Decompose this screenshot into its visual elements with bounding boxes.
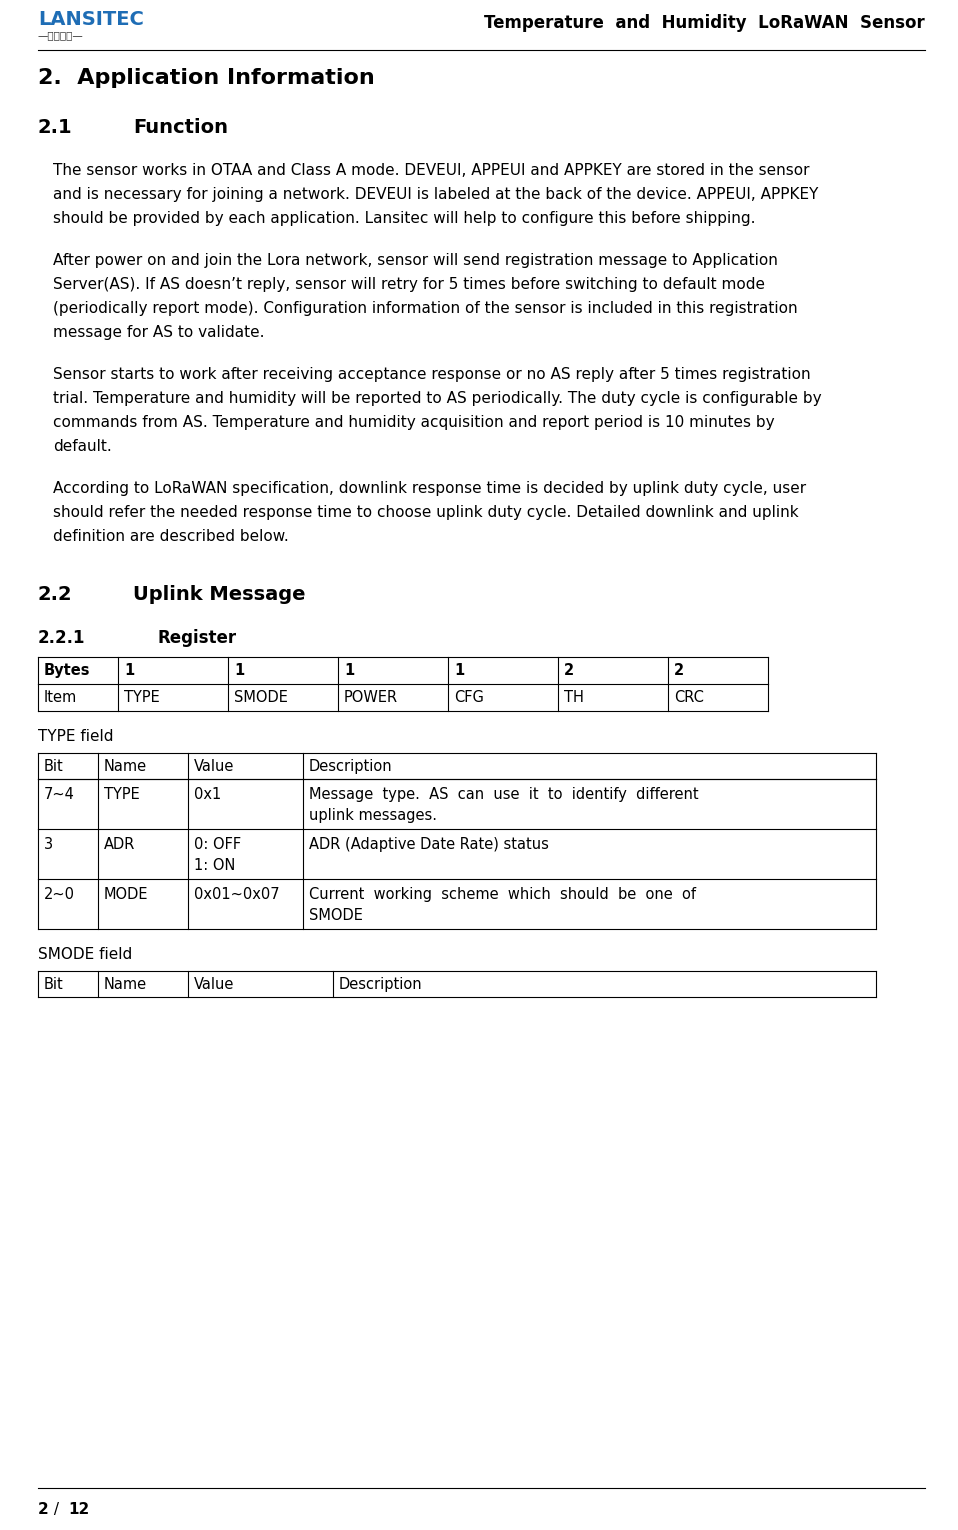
Text: Bytes: Bytes <box>44 662 90 678</box>
Text: Value: Value <box>194 759 235 774</box>
Text: SMODE: SMODE <box>234 690 287 705</box>
Text: Register: Register <box>158 629 238 647</box>
Text: 2.2: 2.2 <box>38 584 73 604</box>
Text: 7~4: 7~4 <box>44 786 75 802</box>
Text: 12: 12 <box>68 1502 89 1518</box>
Text: Server(AS). If AS doesn’t reply, sensor will retry for 5 times before switching : Server(AS). If AS doesn’t reply, sensor … <box>53 277 765 292</box>
Text: Value: Value <box>194 978 235 991</box>
Text: 2.  Application Information: 2. Application Information <box>38 67 375 89</box>
Text: Bit: Bit <box>44 759 64 774</box>
Text: 0: OFF: 0: OFF <box>194 837 241 852</box>
Text: 0x1: 0x1 <box>194 786 221 802</box>
Text: 1: 1 <box>454 662 465 678</box>
Text: 2.2.1: 2.2.1 <box>38 629 85 647</box>
Text: 1: 1 <box>234 662 244 678</box>
Text: Item: Item <box>44 690 78 705</box>
Text: (periodically report mode). Configuration information of the sensor is included : (periodically report mode). Configuratio… <box>53 301 798 317</box>
Text: 1: ON: 1: ON <box>194 858 236 874</box>
Text: Description: Description <box>309 759 393 774</box>
Text: ADR: ADR <box>104 837 135 852</box>
Text: —山崖科技—: —山崖科技— <box>38 31 83 40</box>
Text: 3: 3 <box>44 837 53 852</box>
Text: should be provided by each application. Lansitec will help to configure this bef: should be provided by each application. … <box>53 211 756 226</box>
Text: 2~0: 2~0 <box>44 887 75 903</box>
Text: default.: default. <box>53 439 112 454</box>
Text: POWER: POWER <box>344 690 399 705</box>
Text: commands from AS. Temperature and humidity acquisition and report period is 10 m: commands from AS. Temperature and humidi… <box>53 415 775 430</box>
Text: TYPE: TYPE <box>124 690 160 705</box>
Text: Message  type.  AS  can  use  it  to  identify  different: Message type. AS can use it to identify … <box>309 786 698 802</box>
Text: should refer the needed response time to choose uplink duty cycle. Detailed down: should refer the needed response time to… <box>53 505 799 520</box>
Text: message for AS to validate.: message for AS to validate. <box>53 324 264 340</box>
Text: uplink messages.: uplink messages. <box>309 808 437 823</box>
Text: 2: 2 <box>38 1502 49 1518</box>
Text: ADR (Adaptive Date Rate) status: ADR (Adaptive Date Rate) status <box>309 837 549 852</box>
Text: Current  working  scheme  which  should  be  one  of: Current working scheme which should be o… <box>309 887 696 903</box>
Text: 0x01~0x07: 0x01~0x07 <box>194 887 280 903</box>
Text: Name: Name <box>104 978 148 991</box>
Text: Temperature  and  Humidity  LoRaWAN  Sensor: Temperature and Humidity LoRaWAN Sensor <box>484 14 925 32</box>
Text: MODE: MODE <box>104 887 148 903</box>
Text: After power on and join the Lora network, sensor will send registration message : After power on and join the Lora network… <box>53 252 778 268</box>
Text: definition are described below.: definition are described below. <box>53 529 288 545</box>
Text: 1: 1 <box>124 662 134 678</box>
Text: trial. Temperature and humidity will be reported to AS periodically. The duty cy: trial. Temperature and humidity will be … <box>53 392 822 405</box>
Text: 2: 2 <box>564 662 574 678</box>
Text: SMODE: SMODE <box>309 907 363 923</box>
Text: TYPE: TYPE <box>104 786 140 802</box>
Text: SMODE field: SMODE field <box>38 947 132 962</box>
Text: 2: 2 <box>674 662 684 678</box>
Text: Name: Name <box>104 759 148 774</box>
Text: TH: TH <box>564 690 583 705</box>
Text: Description: Description <box>339 978 422 991</box>
Text: CFG: CFG <box>454 690 484 705</box>
Text: /: / <box>49 1502 64 1518</box>
Text: 1: 1 <box>344 662 354 678</box>
Text: Uplink Message: Uplink Message <box>133 584 306 604</box>
Text: LANSITEC: LANSITEC <box>38 11 144 29</box>
Text: Sensor starts to work after receiving acceptance response or no AS reply after 5: Sensor starts to work after receiving ac… <box>53 367 810 382</box>
Text: Function: Function <box>133 118 228 138</box>
Text: 2.1: 2.1 <box>38 118 73 138</box>
Text: The sensor works in OTAA and Class A mode. DEVEUI, APPEUI and APPKEY are stored : The sensor works in OTAA and Class A mod… <box>53 164 810 177</box>
Text: TYPE field: TYPE field <box>38 728 113 744</box>
Text: Bit: Bit <box>44 978 64 991</box>
Text: CRC: CRC <box>674 690 704 705</box>
Text: and is necessary for joining a network. DEVEUI is labeled at the back of the dev: and is necessary for joining a network. … <box>53 187 818 202</box>
Text: According to LoRaWAN specification, downlink response time is decided by uplink : According to LoRaWAN specification, down… <box>53 480 806 496</box>
